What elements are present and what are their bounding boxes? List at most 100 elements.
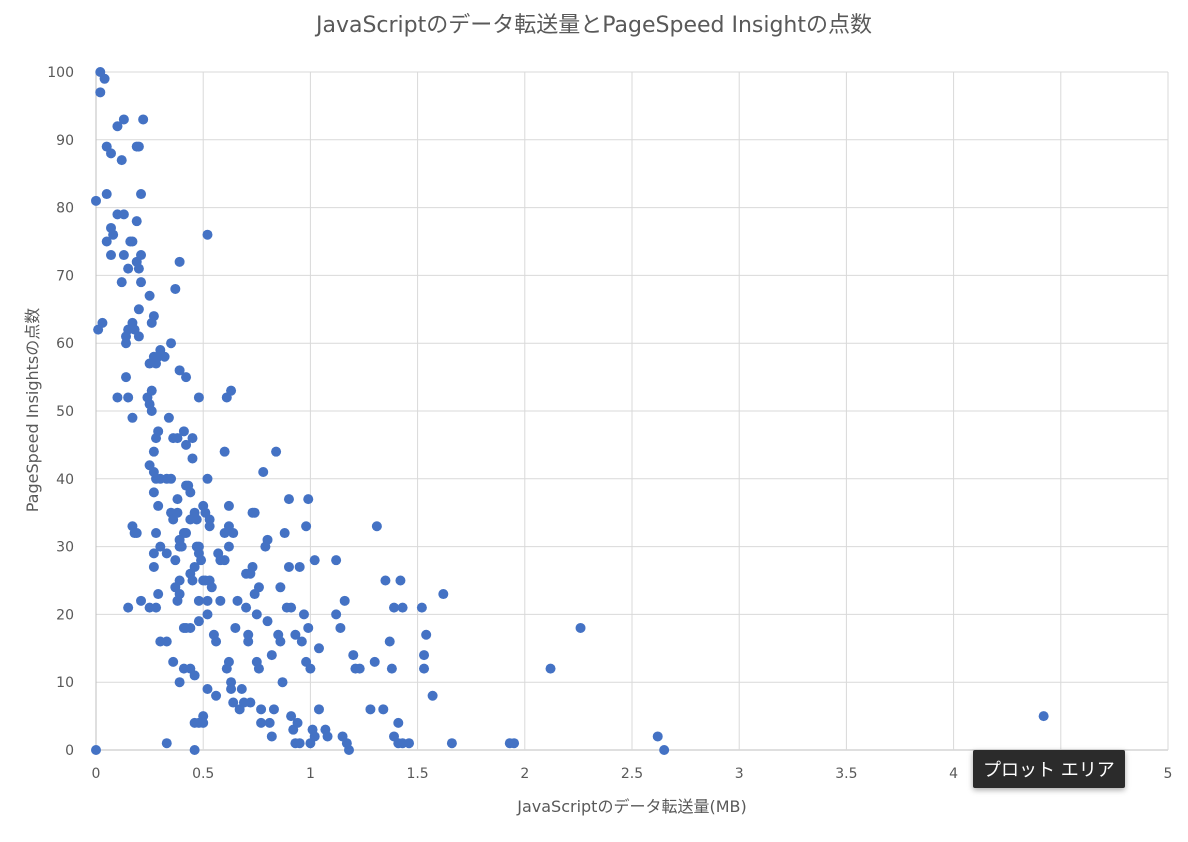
data-point[interactable] — [371, 521, 382, 532]
data-point[interactable] — [380, 575, 391, 586]
data-point[interactable] — [298, 609, 309, 620]
data-point[interactable] — [148, 561, 159, 572]
data-point[interactable] — [91, 745, 101, 755]
data-point[interactable] — [262, 616, 273, 627]
data-point[interactable] — [112, 392, 123, 403]
data-point[interactable] — [101, 236, 112, 247]
data-point[interactable] — [202, 609, 213, 620]
data-point[interactable] — [95, 87, 106, 98]
data-point[interactable] — [301, 521, 312, 532]
data-point[interactable] — [331, 555, 342, 566]
data-point[interactable] — [419, 663, 430, 674]
data-point[interactable] — [185, 487, 196, 498]
data-point[interactable] — [264, 717, 275, 728]
data-point[interactable] — [384, 636, 395, 647]
data-point[interactable] — [196, 555, 207, 566]
data-point[interactable] — [174, 677, 185, 688]
data-point[interactable] — [266, 731, 277, 742]
data-point[interactable] — [294, 561, 305, 572]
data-point[interactable] — [118, 250, 129, 261]
data-point[interactable] — [335, 622, 346, 633]
data-point[interactable] — [204, 521, 215, 532]
data-point[interactable] — [395, 575, 406, 586]
data-point[interactable] — [241, 602, 252, 613]
data-point[interactable] — [427, 690, 438, 701]
data-point[interactable] — [198, 717, 209, 728]
data-point[interactable] — [283, 561, 294, 572]
data-point[interactable] — [181, 372, 192, 383]
data-point[interactable] — [256, 717, 267, 728]
data-point[interactable] — [146, 385, 157, 396]
data-point[interactable] — [249, 507, 260, 518]
data-point[interactable] — [121, 372, 132, 383]
data-point[interactable] — [292, 717, 303, 728]
data-point[interactable] — [545, 663, 556, 674]
data-point[interactable] — [178, 426, 189, 437]
data-point[interactable] — [416, 602, 427, 613]
data-point[interactable] — [339, 595, 350, 606]
data-point[interactable] — [133, 304, 144, 315]
data-point[interactable] — [193, 616, 204, 627]
data-point[interactable] — [133, 331, 144, 342]
data-point[interactable] — [253, 582, 264, 593]
data-point[interactable] — [226, 385, 237, 396]
data-point[interactable] — [136, 277, 147, 288]
data-point[interactable] — [106, 148, 117, 159]
data-point[interactable] — [369, 656, 380, 667]
data-point[interactable] — [262, 534, 273, 545]
data-point[interactable] — [419, 650, 430, 661]
data-point[interactable] — [258, 467, 269, 478]
data-point[interactable] — [365, 704, 376, 715]
data-point[interactable] — [236, 683, 247, 694]
data-point[interactable] — [223, 500, 234, 511]
data-point[interactable] — [243, 636, 254, 647]
data-point[interactable] — [305, 663, 316, 674]
data-point[interactable] — [99, 73, 110, 84]
data-point[interactable] — [253, 663, 264, 674]
data-point[interactable] — [226, 683, 237, 694]
data-point[interactable] — [187, 575, 198, 586]
data-point[interactable] — [202, 683, 213, 694]
data-point[interactable] — [245, 697, 256, 708]
data-point[interactable] — [101, 189, 112, 200]
data-point[interactable] — [144, 290, 155, 301]
data-point[interactable] — [397, 602, 408, 613]
data-point[interactable] — [187, 433, 198, 444]
data-point[interactable] — [228, 697, 239, 708]
data-point[interactable] — [271, 446, 282, 457]
data-point[interactable] — [202, 229, 213, 240]
data-point[interactable] — [266, 650, 277, 661]
data-point[interactable] — [290, 629, 301, 640]
data-point[interactable] — [148, 446, 159, 457]
data-point[interactable] — [170, 555, 181, 566]
data-point[interactable] — [174, 575, 185, 586]
data-point[interactable] — [153, 426, 164, 437]
data-point[interactable] — [247, 561, 258, 572]
data-point[interactable] — [187, 453, 198, 464]
data-point[interactable] — [151, 602, 162, 613]
data-point[interactable] — [133, 141, 144, 152]
data-point[interactable] — [575, 622, 586, 633]
data-point[interactable] — [313, 704, 324, 715]
data-point[interactable] — [303, 494, 314, 505]
data-point[interactable] — [170, 283, 181, 294]
data-point[interactable] — [146, 406, 157, 416]
data-point[interactable] — [185, 622, 196, 633]
data-point[interactable] — [116, 277, 127, 288]
data-point[interactable] — [174, 256, 185, 267]
data-point[interactable] — [193, 595, 204, 606]
data-point[interactable] — [189, 670, 200, 681]
data-point[interactable] — [172, 507, 183, 518]
data-point[interactable] — [1038, 711, 1049, 722]
data-point[interactable] — [144, 358, 155, 369]
data-point[interactable] — [97, 317, 108, 328]
plot-area[interactable] — [91, 67, 1049, 755]
data-point[interactable] — [313, 643, 324, 654]
data-point[interactable] — [343, 745, 354, 755]
data-point[interactable] — [211, 636, 222, 647]
data-point[interactable] — [378, 704, 389, 715]
data-point[interactable] — [348, 650, 359, 661]
data-point[interactable] — [106, 250, 117, 261]
data-point[interactable] — [123, 392, 134, 403]
